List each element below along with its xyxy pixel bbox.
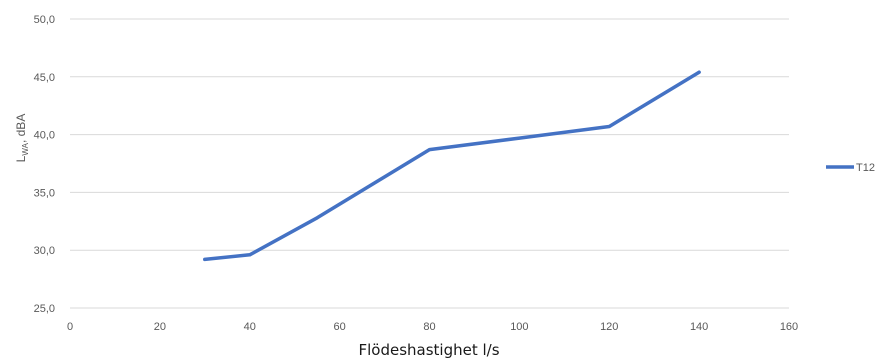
legend: T12 [826, 162, 875, 174]
x-tick-label: 120 [600, 321, 618, 333]
data-point [248, 253, 252, 257]
x-tick-label: 80 [423, 321, 435, 333]
y-axis-label-subscript: WA [21, 142, 30, 155]
x-axis-tick-labels: 0 20 40 60 80 100 120 140 160 [67, 321, 798, 333]
data-point [607, 125, 611, 129]
y-tick-label: 40,0 [34, 130, 55, 142]
data-point [428, 148, 431, 152]
x-tick-label: 0 [67, 321, 73, 333]
x-tick-label: 140 [690, 321, 708, 333]
y-tick-label: 45,0 [34, 72, 55, 84]
grid-lines [70, 18, 789, 309]
x-tick-label: 100 [510, 321, 528, 333]
x-tick-label: 60 [334, 321, 346, 333]
y-tick-label: 50,0 [34, 14, 55, 26]
series-line-t12 [203, 70, 701, 262]
y-axis-label-rest: , dBA [14, 114, 28, 143]
data-point [697, 70, 701, 74]
y-tick-label: 30,0 [34, 245, 55, 257]
data-point [517, 136, 521, 140]
x-tick-label: 20 [154, 321, 166, 333]
y-tick-label: 35,0 [34, 187, 55, 199]
x-tick-label: 160 [780, 321, 798, 333]
y-axis-label-main: L [14, 155, 28, 162]
legend-label-t12: T12 [856, 162, 875, 174]
data-point [203, 257, 207, 261]
x-axis-label: Flödeshastighet l/s [358, 341, 499, 359]
y-axis-tick-labels: 25,0 30,0 35,0 40,0 45,0 50,0 [34, 14, 55, 315]
series-group [203, 70, 701, 262]
y-axis-label: LWA, dBA [14, 114, 30, 163]
x-tick-label: 40 [244, 321, 256, 333]
data-point [315, 216, 319, 220]
y-tick-label: 25,0 [34, 303, 55, 315]
